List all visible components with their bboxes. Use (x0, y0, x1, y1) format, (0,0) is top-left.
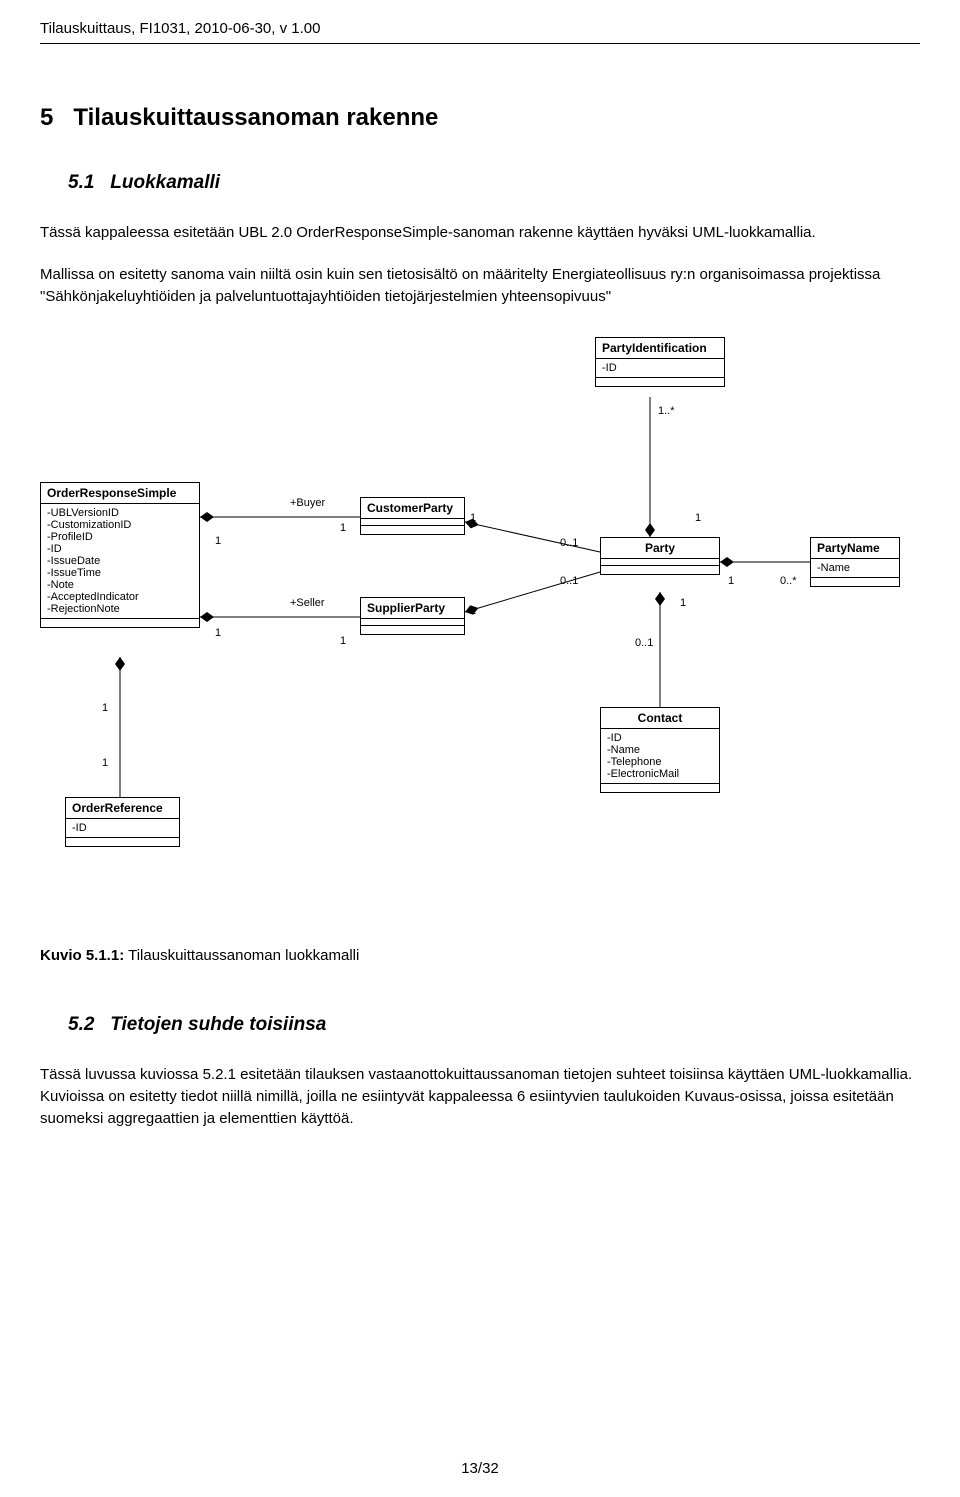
class-title: Party (601, 538, 719, 559)
mult-1: 1 (102, 757, 108, 769)
role-seller: +Seller (290, 597, 325, 609)
mult-1: 1 (695, 512, 701, 524)
class-customer-party: CustomerParty (360, 497, 465, 535)
section-5-1-para1: Tässä kappaleessa esitetään UBL 2.0 Orde… (40, 222, 920, 244)
section-5-2-number: 5.2 (68, 1014, 94, 1035)
section-5-2-title: Tietojen suhde toisiinsa (110, 1014, 326, 1035)
section-5-number: 5 (40, 104, 53, 131)
mult-1: 1 (102, 702, 108, 714)
class-attrs: -UBLVersionID -CustomizationID -ProfileI… (41, 504, 199, 619)
class-title: PartyName (811, 538, 899, 559)
section-5-2-heading: 5.2 Tietojen suhde toisiinsa (68, 1014, 920, 1036)
figure-label: Kuvio 5.1.1: (40, 947, 124, 964)
class-title: SupplierParty (361, 598, 464, 619)
class-title: CustomerParty (361, 498, 464, 519)
figure-text: Tilauskuittaussanoman luokkamalli (128, 947, 359, 964)
class-attrs: -ID (596, 359, 724, 378)
mult-0-1: 0..1 (635, 637, 653, 649)
page-footer: 13/32 (0, 1460, 960, 1477)
mult-0-1: 0..1 (560, 537, 578, 549)
figure-5-1-1-caption: Kuvio 5.1.1: Tilauskuittaussanoman luokk… (40, 947, 920, 964)
mult-1: 1 (728, 575, 734, 587)
class-title: PartyIdentification (596, 338, 724, 359)
class-supplier-party: SupplierParty (360, 597, 465, 635)
mult-0-1: 0..1 (560, 575, 578, 587)
class-title: Contact (601, 708, 719, 729)
role-buyer: +Buyer (290, 497, 325, 509)
section-5-1-title: Luokkamalli (110, 172, 220, 193)
mult-1: 1 (215, 535, 221, 547)
section-5-1-para2: Mallissa on esitetty sanoma vain niiltä … (40, 264, 920, 308)
header-rule (40, 43, 920, 44)
class-attrs: -ID (66, 819, 179, 838)
class-title: OrderResponseSimple (41, 483, 199, 504)
page-header: Tilauskuittaus, FI1031, 2010-06-30, v 1.… (40, 20, 920, 37)
class-contact: Contact -ID -Name -Telephone -Electronic… (600, 707, 720, 793)
mult-1: 1 (215, 627, 221, 639)
class-order-response-simple: OrderResponseSimple -UBLVersionID -Custo… (40, 482, 200, 628)
mult-1: 1 (470, 512, 476, 524)
section-5-heading: 5 Tilauskuittaussanoman rakenne (40, 104, 920, 132)
mult-0-star: 0..* (780, 575, 797, 587)
section-5-2-para: Tässä luvussa kuviossa 5.2.1 esitetään t… (40, 1064, 920, 1129)
section-5-1-number: 5.1 (68, 172, 94, 193)
class-party-name: PartyName -Name (810, 537, 900, 587)
class-party: Party (600, 537, 720, 575)
mult-1: 1 (470, 605, 476, 617)
class-attrs: -ID -Name -Telephone -ElectronicMail (601, 729, 719, 784)
section-5-title: Tilauskuittaussanoman rakenne (73, 104, 438, 131)
class-attrs: -Name (811, 559, 899, 578)
class-title: OrderReference (66, 798, 179, 819)
class-party-identification: PartyIdentification -ID (595, 337, 725, 387)
uml-diagram: PartyIdentification -ID OrderResponseSim… (40, 337, 920, 897)
section-5-1-heading: 5.1 Luokkamalli (68, 172, 920, 194)
class-order-reference: OrderReference -ID (65, 797, 180, 847)
mult-1: 1 (680, 597, 686, 609)
mult-1-star: 1..* (658, 405, 675, 417)
mult-1: 1 (340, 635, 346, 647)
mult-1: 1 (340, 522, 346, 534)
